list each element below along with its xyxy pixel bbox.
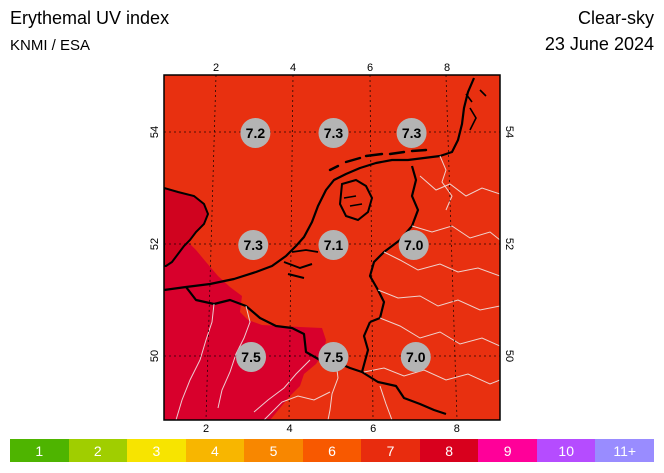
uv-value: 7.5	[241, 349, 261, 365]
lat-tick-left: 50	[149, 350, 161, 362]
uv-value: 7.2	[246, 125, 266, 141]
uv-value: 7.0	[404, 237, 424, 253]
lon-tick-top: 4	[290, 62, 296, 74]
uv-value: 7.1	[324, 237, 344, 253]
legend-cell-8: 8	[419, 439, 479, 462]
legend-cell-7: 7	[361, 439, 420, 462]
uv-marker-circle	[398, 230, 429, 260]
legend-cell-4: 4	[185, 439, 245, 462]
uv-marker: 7.3	[318, 118, 349, 148]
lat-tick-right: 54	[503, 126, 515, 138]
sky-condition: Clear-sky	[577, 8, 654, 28]
uv-marker-circle	[400, 342, 431, 372]
lat-tick-left: 54	[149, 126, 161, 138]
uv-marker-circle	[318, 342, 349, 372]
uv-value: 7.5	[324, 349, 344, 365]
uv-marker: 7.0	[400, 342, 431, 372]
uv-marker: 7.5	[318, 342, 349, 372]
legend-cell-2: 2	[68, 439, 128, 462]
uv-marker-circle	[318, 230, 349, 260]
legend-cell-1: 1	[10, 439, 69, 462]
data-source: KNMI / ESA	[10, 37, 91, 54]
be-de-border	[360, 321, 447, 416]
uv-marker: 7.5	[236, 342, 267, 372]
map-frame	[163, 74, 501, 421]
graticule	[164, 75, 500, 420]
ijsselmeer	[338, 178, 374, 222]
england-coast	[164, 186, 210, 267]
wadden-islands	[328, 148, 428, 172]
uv-marker: 7.1	[318, 230, 349, 260]
uv-value: 7.3	[402, 125, 422, 141]
legend-cell-3: 3	[127, 439, 186, 462]
lat-tick-right: 52	[503, 238, 515, 250]
lon-tick-bottom: 2	[203, 423, 209, 435]
uv-markers: 7.2 7.3 7.3 7.3 7.1 7.0 7.5 7.5 7.0	[236, 118, 431, 372]
legend-cell-9: 9	[478, 439, 537, 462]
uv-marker-circle	[236, 342, 267, 372]
uv-marker-circle	[318, 118, 349, 148]
map-title: Erythemal UV index	[10, 8, 170, 28]
uv-marker-circle	[396, 118, 427, 148]
legend-cell-11plus: 11+	[595, 439, 655, 462]
legend-cell-10: 10	[536, 439, 596, 462]
lon-tick-top: 2	[213, 62, 219, 74]
legend-cell-6: 6	[302, 439, 362, 462]
internal-borders	[175, 155, 500, 420]
map-axes: 2 2 4 4 6 6 8 8 54 54 52 52 50 50	[149, 62, 515, 435]
uv-legend: 1 2 3 4 5 6 7 8 9 10 11+	[10, 439, 655, 462]
lon-tick-bottom: 4	[287, 423, 293, 435]
lat-tick-left: 52	[149, 238, 161, 250]
coastline	[164, 77, 476, 292]
uv-marker-circle	[238, 230, 269, 260]
forecast-date: 23 June 2024	[544, 34, 654, 54]
lon-tick-top: 6	[367, 62, 373, 74]
lon-tick-bottom: 8	[454, 423, 460, 435]
uv-value: 7.0	[406, 349, 426, 365]
uv-marker-circle	[240, 118, 271, 148]
uv-marker: 7.3	[238, 230, 269, 260]
lon-tick-top: 8	[444, 62, 450, 74]
legend-cell-5: 5	[244, 439, 303, 462]
uv-value: 7.3	[243, 237, 263, 253]
lon-tick-bottom: 6	[370, 423, 376, 435]
uv-marker: 7.3	[396, 118, 427, 148]
uv-marker: 7.0	[398, 230, 429, 260]
uv-marker: 7.2	[240, 118, 271, 148]
uv-value: 7.3	[324, 125, 344, 141]
lat-tick-right: 50	[503, 350, 515, 362]
uv-field-8	[164, 228, 326, 420]
